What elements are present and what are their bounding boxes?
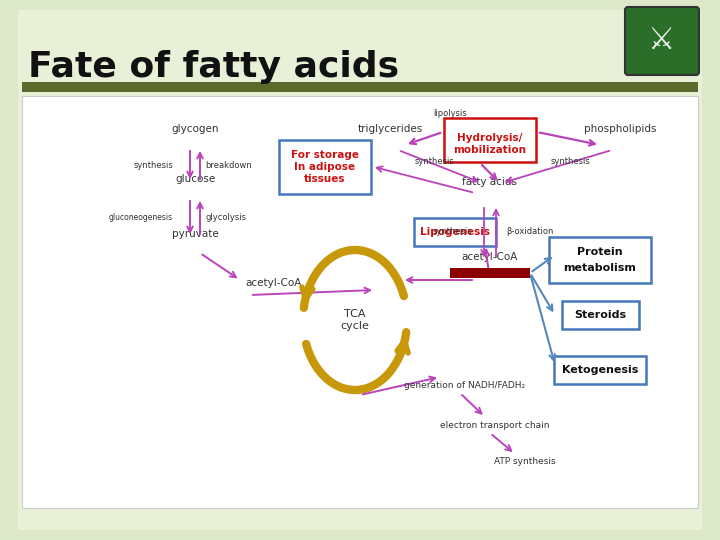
Text: β-oxidation: β-oxidation	[506, 227, 554, 236]
Text: acetyl-CoA: acetyl-CoA	[462, 252, 518, 262]
Text: triglycerides: triglycerides	[357, 124, 423, 134]
Text: metabolism: metabolism	[564, 263, 636, 273]
Text: electron transport chain: electron transport chain	[440, 421, 550, 429]
Text: glucose: glucose	[175, 174, 215, 184]
Text: TCA
cycle: TCA cycle	[341, 309, 369, 331]
Text: Steroids: Steroids	[574, 310, 626, 320]
Text: breakdown: breakdown	[205, 160, 252, 170]
Text: Lipogenesis: Lipogenesis	[420, 227, 490, 237]
FancyBboxPatch shape	[562, 301, 639, 329]
Text: tissues: tissues	[305, 173, 346, 184]
Text: synthesis: synthesis	[432, 227, 472, 236]
Text: mobilization: mobilization	[454, 145, 526, 155]
Text: phospholipids: phospholipids	[584, 124, 656, 134]
Text: synthesis: synthesis	[415, 157, 455, 166]
Text: ATP synthesis: ATP synthesis	[494, 457, 556, 467]
Text: Ketogenesis: Ketogenesis	[562, 365, 638, 375]
Text: lipolysis: lipolysis	[433, 109, 467, 118]
Text: ⚔: ⚔	[648, 25, 675, 55]
FancyBboxPatch shape	[18, 10, 702, 530]
Text: fatty acids: fatty acids	[462, 177, 518, 187]
Text: For storage: For storage	[291, 150, 359, 159]
FancyBboxPatch shape	[444, 118, 536, 162]
FancyBboxPatch shape	[414, 218, 496, 246]
Text: synthesis: synthesis	[133, 160, 173, 170]
Text: synthesis: synthesis	[550, 157, 590, 166]
Text: Fate of fatty acids: Fate of fatty acids	[28, 50, 399, 84]
Text: glycogen: glycogen	[171, 124, 219, 134]
Text: generation of NADH/FADH₂: generation of NADH/FADH₂	[405, 381, 526, 389]
Text: Protein: Protein	[577, 247, 623, 257]
Text: In adipose: In adipose	[294, 161, 356, 172]
FancyBboxPatch shape	[279, 139, 371, 193]
Text: gluconeogenesis: gluconeogenesis	[109, 213, 173, 222]
Text: acetyl-CoA: acetyl-CoA	[245, 278, 302, 288]
FancyBboxPatch shape	[554, 356, 646, 384]
Text: glycolysis: glycolysis	[205, 213, 246, 222]
FancyBboxPatch shape	[549, 237, 651, 283]
FancyBboxPatch shape	[625, 7, 699, 75]
FancyBboxPatch shape	[450, 268, 530, 278]
Text: Hydrolysis/: Hydrolysis/	[457, 133, 523, 143]
FancyBboxPatch shape	[22, 82, 698, 92]
Text: pyruvate: pyruvate	[171, 229, 218, 239]
FancyBboxPatch shape	[22, 96, 698, 508]
